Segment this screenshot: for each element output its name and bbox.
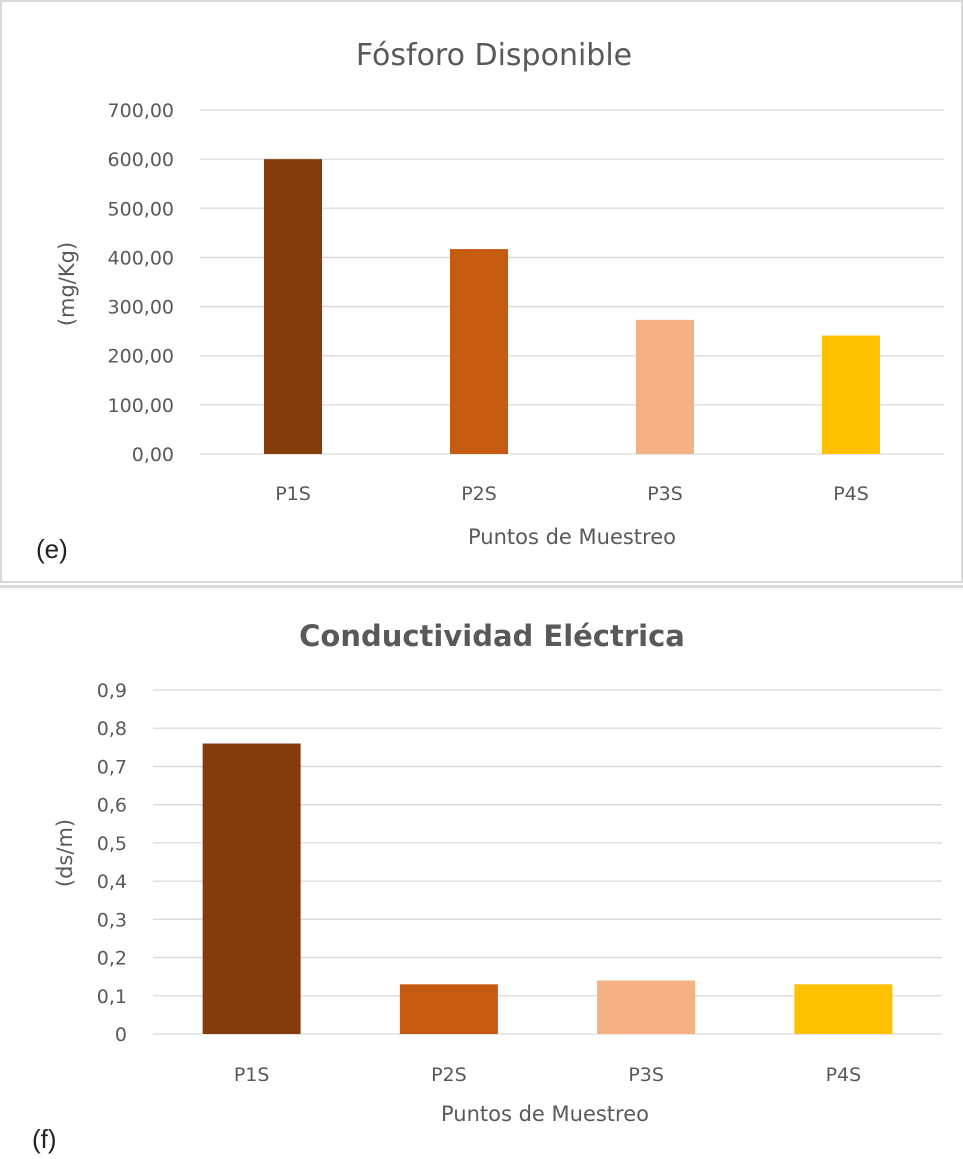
x-tick-label: P4S	[826, 1064, 862, 1086]
y-tick-label: 0,3	[97, 909, 127, 931]
bar-p1s	[202, 743, 301, 1034]
bar-p4s	[822, 335, 880, 454]
y-ticks: 0,00 100,00 200,00 300,00 400,00 500,00 600,00…	[108, 100, 174, 466]
x-axis-label: Puntos de Muestreo	[441, 1102, 649, 1126]
x-tick-label: P4S	[833, 483, 869, 505]
chart-title: Fósforo Disponible	[356, 38, 632, 73]
y-tick-label: 0,5	[97, 833, 127, 855]
y-ticks: 0 0,1 0,2 0,3 0,4 0,5 0,6 0,7 0,8 0,9	[97, 680, 127, 1046]
y-tick-label: 400,00	[108, 247, 174, 269]
y-tick-label: 0,8	[97, 718, 127, 740]
y-tick-label: 0,6	[97, 795, 127, 817]
y-axis-label: (mg/Kg)	[55, 242, 79, 326]
y-tick-label: 0,4	[97, 871, 127, 893]
y-tick-label: 700,00	[108, 100, 174, 122]
chart-panel-f: Conductividad Eléctrica 0 0,1 0,2 0,3 0,4 0,5…	[0, 585, 963, 1156]
bar-p3s	[597, 980, 696, 1034]
y-tick-label: 0,9	[97, 680, 127, 702]
bar-p1s	[264, 159, 322, 454]
x-tick-label: P2S	[461, 483, 497, 505]
x-tick-label: P1S	[234, 1064, 270, 1086]
y-tick-label: 0,7	[97, 756, 127, 778]
y-axis-label: (ds/m)	[53, 819, 77, 887]
bar-p2s	[399, 984, 498, 1034]
x-tick-label: P3S	[628, 1064, 664, 1086]
phosphorus-chart: Fósforo Disponible 0,00 100,00 200,00 300,0…	[36, 38, 944, 564]
gridlines	[200, 109, 944, 455]
bar-p4s	[794, 984, 893, 1034]
x-tick-label: P1S	[275, 483, 311, 505]
x-axis-label: Puntos de Muestreo	[468, 525, 676, 549]
y-tick-label: 0	[115, 1024, 127, 1046]
y-tick-label: 200,00	[108, 346, 174, 368]
bar-p2s	[450, 249, 508, 454]
chart-title: Conductividad Eléctrica	[299, 619, 685, 653]
x-tick-label: P2S	[431, 1064, 467, 1086]
x-tick-label: P3S	[647, 483, 683, 505]
x-ticks: P1S P2S P3S P4S	[275, 483, 869, 505]
bars	[264, 159, 880, 454]
y-tick-label: 0,1	[97, 986, 127, 1008]
y-tick-label: 0,00	[132, 444, 174, 466]
y-tick-label: 600,00	[108, 149, 174, 171]
y-tick-label: 300,00	[108, 297, 174, 319]
x-ticks: P1S P2S P3S P4S	[234, 1064, 861, 1086]
y-tick-label: 100,00	[108, 395, 174, 417]
conductivity-chart: Conductividad Eléctrica 0 0,1 0,2 0,3 0,4 0,5…	[32, 619, 942, 1154]
panel-label: (e)	[36, 534, 68, 564]
y-tick-label: 500,00	[108, 198, 174, 220]
bars	[202, 743, 893, 1034]
panel-label: (f)	[32, 1124, 57, 1154]
bar-p3s	[636, 319, 694, 454]
y-tick-label: 0,2	[97, 948, 127, 970]
chart-panel-e: Fósforo Disponible 0,00 100,00 200,00 300,0…	[0, 0, 963, 583]
